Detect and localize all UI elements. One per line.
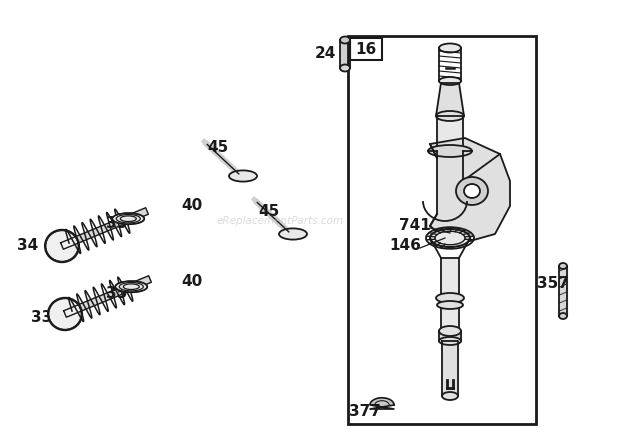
Bar	[348, 36, 536, 424]
Ellipse shape	[464, 184, 480, 198]
Ellipse shape	[436, 111, 464, 121]
Ellipse shape	[430, 229, 470, 247]
Polygon shape	[437, 116, 463, 151]
Ellipse shape	[428, 145, 472, 157]
Text: 45: 45	[207, 140, 229, 156]
Ellipse shape	[559, 313, 567, 319]
Ellipse shape	[439, 326, 461, 336]
Ellipse shape	[45, 230, 79, 262]
Ellipse shape	[559, 263, 567, 269]
Text: 16: 16	[355, 41, 376, 57]
Text: 146: 146	[389, 239, 421, 253]
Bar	[350, 38, 382, 60]
Text: 34: 34	[17, 239, 38, 253]
Polygon shape	[439, 331, 461, 341]
Polygon shape	[436, 83, 464, 116]
Ellipse shape	[439, 77, 461, 85]
Ellipse shape	[436, 293, 464, 303]
Polygon shape	[61, 208, 148, 249]
Polygon shape	[442, 341, 458, 396]
Polygon shape	[441, 258, 459, 331]
Text: 35: 35	[107, 216, 128, 231]
Ellipse shape	[340, 65, 350, 71]
Text: 40: 40	[182, 198, 203, 214]
Text: 741: 741	[399, 219, 431, 234]
Polygon shape	[430, 138, 510, 241]
Ellipse shape	[340, 37, 350, 44]
Ellipse shape	[437, 301, 463, 309]
Ellipse shape	[439, 44, 461, 53]
Ellipse shape	[229, 170, 257, 182]
Ellipse shape	[456, 177, 488, 205]
Text: eReplacementParts.com: eReplacementParts.com	[216, 216, 343, 226]
Ellipse shape	[115, 281, 148, 292]
Ellipse shape	[442, 392, 458, 400]
Text: 24: 24	[314, 45, 335, 61]
Polygon shape	[559, 266, 567, 316]
Polygon shape	[340, 40, 350, 68]
Polygon shape	[64, 276, 151, 317]
Ellipse shape	[48, 298, 82, 330]
Ellipse shape	[112, 213, 144, 224]
Ellipse shape	[435, 231, 465, 245]
Text: 377: 377	[349, 404, 381, 418]
Text: 45: 45	[259, 203, 280, 219]
Polygon shape	[370, 398, 394, 409]
Text: 35: 35	[107, 285, 128, 301]
Ellipse shape	[279, 228, 307, 240]
Text: 33: 33	[32, 310, 53, 326]
Text: 40: 40	[182, 273, 203, 289]
Text: 357: 357	[537, 276, 569, 290]
Ellipse shape	[439, 337, 461, 345]
